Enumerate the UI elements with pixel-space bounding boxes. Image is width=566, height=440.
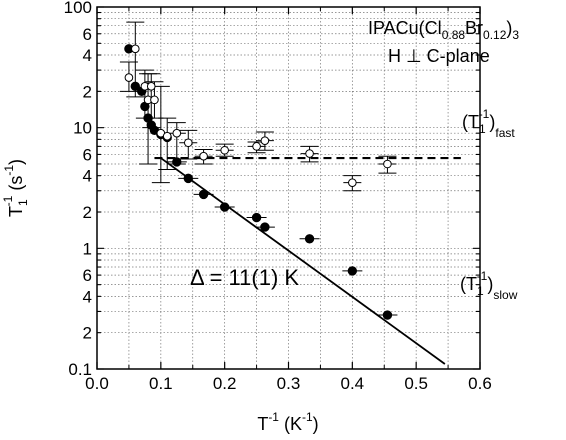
- fast-data-point: [220, 145, 229, 155]
- y-tick-label: 0.1: [68, 360, 92, 379]
- y-tick-label: 2: [83, 324, 92, 343]
- y-tick-labels: 0.1 2 4 6 1 2 4 6 10 2 4 6 100: [64, 0, 92, 379]
- y-axis-label: T1-1 (s-1): [1, 159, 30, 217]
- y-tick-label: 2: [83, 82, 92, 101]
- fast-data-point: [305, 149, 314, 158]
- y-tick-label: 6: [83, 25, 92, 44]
- fast-data-point: [131, 44, 140, 54]
- slow-label: (T1-1)slow: [460, 269, 518, 302]
- slow-data-point: [183, 173, 193, 184]
- y-tick-label: 10: [73, 119, 92, 138]
- x-tick-label: 0.5: [404, 374, 428, 393]
- slow-data-point: [347, 266, 358, 276]
- y-tick-label: 4: [83, 46, 92, 65]
- slow-data-point: [251, 212, 262, 223]
- y-tick-label: 2: [83, 203, 92, 222]
- x-tick-label: 0.6: [468, 374, 492, 393]
- fast-data-point: [183, 138, 193, 148]
- y-tick-label: 100: [64, 0, 92, 17]
- fast-data-point: [383, 159, 392, 169]
- gap-annotation: Δ = 11(1) K: [190, 265, 299, 290]
- slow-data-point: [304, 234, 315, 244]
- y-tick-label: 1: [83, 239, 92, 258]
- fast-data-point: [348, 178, 357, 187]
- fast-data-point: [199, 151, 208, 161]
- y-tick-label: 6: [83, 145, 92, 164]
- fit-lines: [154, 156, 461, 365]
- fast-data-point: [150, 95, 159, 105]
- slow-data-point: [382, 310, 393, 320]
- x-axis-label: T-1 (K-1): [257, 410, 318, 434]
- x-tick-label: 0.4: [341, 374, 365, 393]
- slow-data-point: [198, 189, 209, 200]
- x-tick-labels: 0.0 0.1 0.2 0.3 0.4 0.5 0.6: [85, 374, 492, 393]
- y-tick-label: 4: [83, 287, 92, 306]
- fast-label: (T1-1)fast: [462, 107, 515, 140]
- slow-data-point: [130, 81, 141, 92]
- axis-ticks: [96, 6, 481, 370]
- data-points: [124, 44, 393, 320]
- slow-fit-line: [160, 157, 446, 365]
- x-tick-label: 0.0: [85, 374, 109, 393]
- y-tick-label: 6: [83, 266, 92, 285]
- fast-data-point: [146, 82, 156, 91]
- x-tick-label: 0.3: [277, 374, 301, 393]
- x-tick-label: 0.2: [213, 374, 237, 393]
- fast-data-point: [162, 131, 172, 141]
- y-tick-label: 4: [83, 167, 92, 186]
- x-tick-label: 0.1: [149, 374, 173, 393]
- slow-data-point: [219, 202, 230, 212]
- fast-data-point: [124, 73, 134, 82]
- fast-data-point: [260, 136, 270, 145]
- slow-data-point: [172, 157, 182, 167]
- fast-data-point: [172, 128, 182, 138]
- compound-annotation: IPACu(Cl0.88Br0.12)3: [368, 18, 519, 42]
- fast-data-point: [252, 142, 261, 151]
- slow-data-point: [260, 222, 270, 232]
- field-annotation: H ⊥ C-plane: [388, 46, 490, 66]
